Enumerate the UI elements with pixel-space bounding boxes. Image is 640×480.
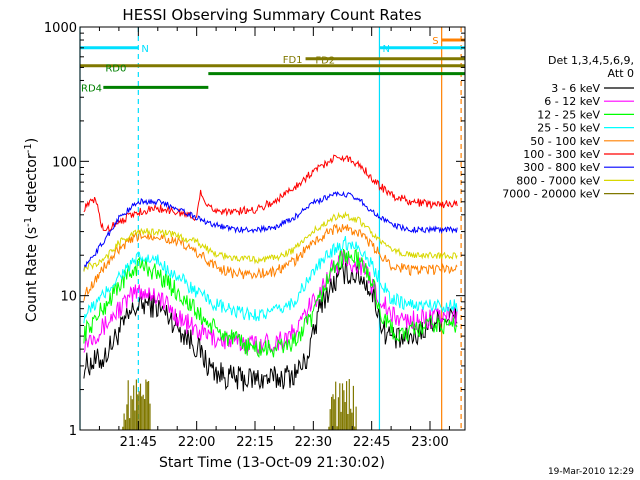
flag-label: RD4 xyxy=(81,83,102,94)
flag-label: RD0 xyxy=(105,64,126,75)
y-axis-label-part: ) xyxy=(24,138,40,143)
high-energy-burst xyxy=(122,379,151,430)
flag-label: FD1 xyxy=(283,55,303,66)
y-axis-ticks: 1 10 100 1000 xyxy=(44,21,465,439)
chart-title: HESSI Observing Summary Count Rates xyxy=(122,6,421,24)
y-axis-label-part: Count Rate (s xyxy=(24,227,40,322)
legend-entry-label: 25 - 50 keV xyxy=(537,122,600,135)
series-line xyxy=(83,223,458,301)
high-energy-burst xyxy=(328,379,357,430)
y-axis-label-sup: -1 xyxy=(23,217,34,227)
flag-label: N xyxy=(382,44,389,55)
series-lines xyxy=(83,154,458,392)
legend-entry-label: 3 - 6 keV xyxy=(551,82,600,95)
x-tick-label: 22:15 xyxy=(236,435,273,450)
plot-frame xyxy=(79,26,466,431)
y-tick-label: 1 xyxy=(69,424,77,439)
y-axis-label-part: detector xyxy=(24,153,40,217)
legend-entry-label: 50 - 100 keV xyxy=(530,135,600,148)
flag-label: FD2 xyxy=(315,56,335,67)
legend-entry-label: 300 - 800 keV xyxy=(523,161,600,174)
y-tick-label: 10 xyxy=(60,290,77,305)
legend-header: Att 0 xyxy=(608,67,634,80)
legend-header: Det 1,3,4,5,6,9, xyxy=(548,54,634,67)
series-line xyxy=(83,235,458,324)
legend-entry-label: 100 - 300 keV xyxy=(523,148,600,161)
legend-entry-label: 12 - 25 keV xyxy=(537,108,600,121)
y-tick-label: 100 xyxy=(52,155,77,170)
x-tick-label: 22:45 xyxy=(353,435,390,450)
x-tick-label: 22:30 xyxy=(295,435,332,450)
x-tick-label: 21:45 xyxy=(120,435,157,450)
x-tick-label: 23:00 xyxy=(411,435,448,450)
high-energy-bursts xyxy=(122,379,357,430)
series-line xyxy=(83,154,458,232)
x-axis-ticks: 21:45 22:00 22:15 22:30 22:45 23:00 xyxy=(98,27,450,450)
y-axis-label-sup: -1 xyxy=(23,143,34,153)
flag-label: S xyxy=(432,36,438,47)
y-axis-label: Count Rate (s-1 detector-1) xyxy=(23,138,40,322)
flag-label: N xyxy=(141,44,148,55)
legend-entry-label: 7000 - 20000 keV xyxy=(502,188,600,201)
footer-timestamp: 19-Mar-2010 12:29 xyxy=(548,467,634,477)
legend-entry-label: 800 - 7000 keV xyxy=(516,174,600,187)
y-tick-label: 1000 xyxy=(44,21,77,36)
series-line xyxy=(83,211,458,272)
series-line xyxy=(83,190,458,272)
x-tick-label: 22:00 xyxy=(178,435,215,450)
legend-entry-label: 6 - 12 keV xyxy=(544,95,600,108)
x-axis-label: Start Time (13-Oct-09 21:30:02) xyxy=(159,455,385,471)
